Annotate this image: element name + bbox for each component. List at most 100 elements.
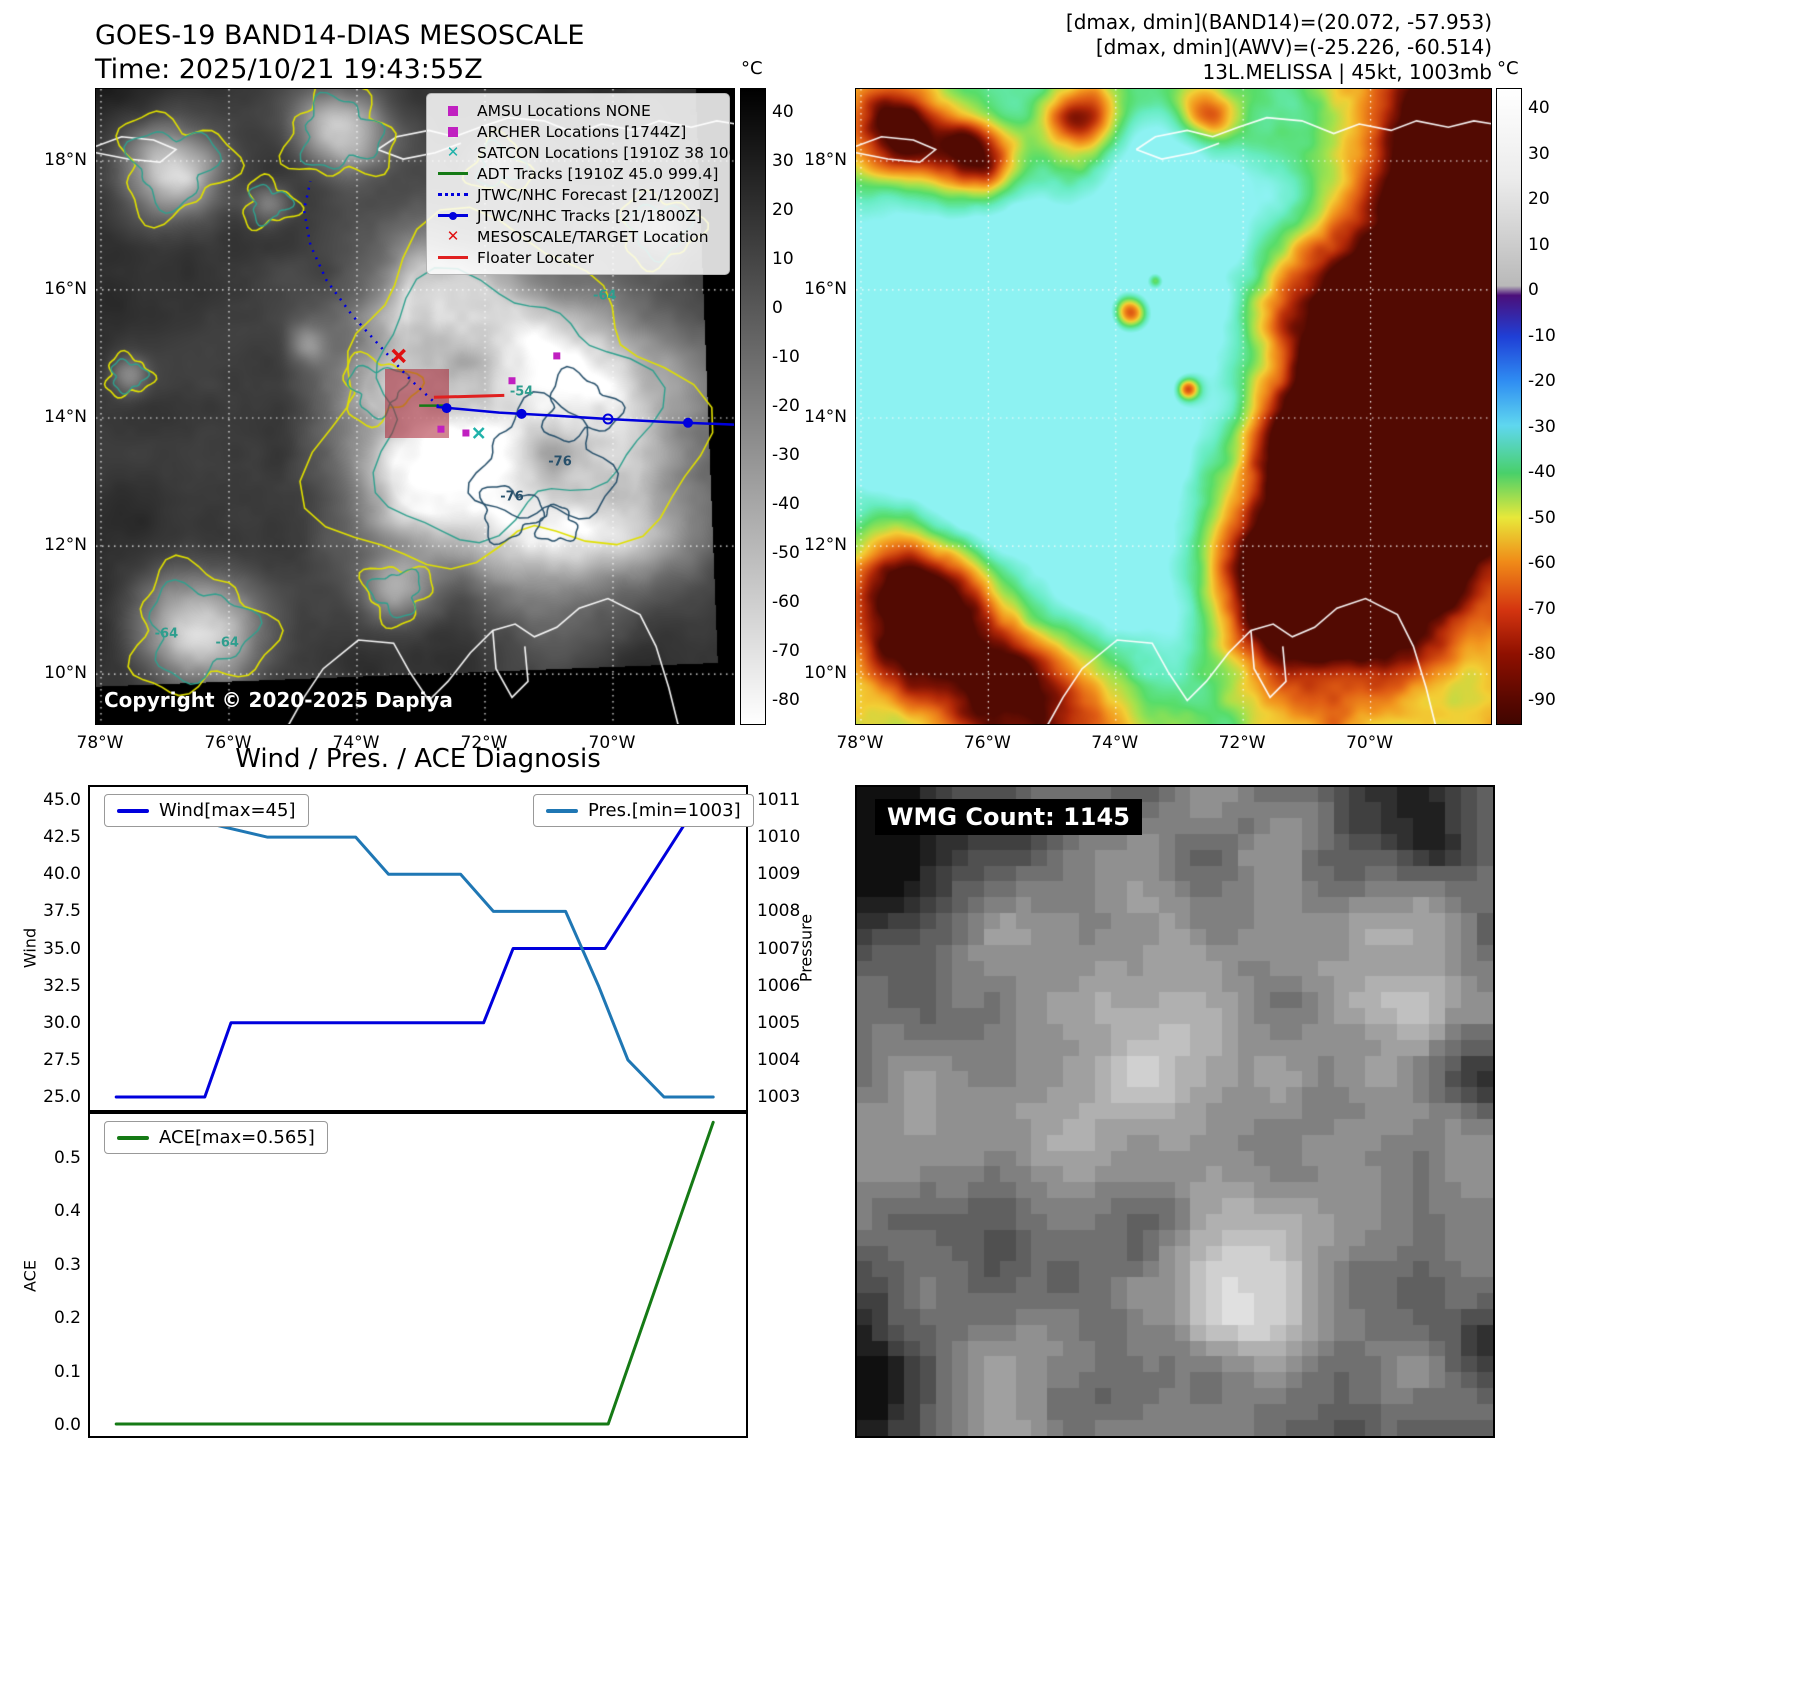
pressure-y-tick: 1005 (757, 1012, 801, 1033)
awv-colorbar-tick: 40 (1528, 98, 1550, 118)
wind-y-tick: 37.5 (43, 901, 81, 922)
series-line (114, 798, 702, 1099)
band14-colorbar-tick: -70 (772, 641, 800, 661)
band14-track-overlay (302, 181, 734, 439)
awv-colorbar-tick: -50 (1528, 507, 1556, 528)
band14-legend: AMSU Locations NONE ARCHER Locations [174… (426, 93, 734, 275)
x-marker: ✕ (435, 143, 471, 162)
legend-label: ARCHER Locations [1744Z] (477, 122, 687, 141)
awv-colorbar-tick: -30 (1528, 416, 1556, 437)
pressure-y-tick: 1004 (757, 1049, 801, 1070)
satcon-location-marker (472, 427, 485, 439)
contour-label: -64 (593, 288, 617, 304)
awv-y-tick: 10°N (804, 663, 847, 684)
band14-x-tick: 78°W (76, 733, 124, 753)
band14-x-tick: 76°W (204, 733, 252, 753)
dotted-marker (435, 185, 471, 204)
legend-label: Pres.[min=1003] (588, 800, 741, 821)
legend-label: JTWC/NHC Forecast [21/1200Z] (477, 185, 720, 204)
awv-colorbar-tick: -10 (1528, 325, 1556, 346)
line-glyph (438, 172, 468, 175)
storm-info-text: 13L.MELISSA | 45kt, 1003mb (1202, 60, 1492, 84)
ace-y-tick: 0.3 (53, 1254, 81, 1275)
awv-y-tick: 16°N (804, 278, 847, 299)
ace-y-tick: 0.5 (53, 1148, 81, 1168)
band14-y-tick: 16°N (44, 278, 87, 299)
band14-time: Time: 2025/10/21 19:43:55Z (95, 54, 483, 85)
ace-y-tick: 0.2 (53, 1308, 81, 1329)
legend-label: MESOSCALE/TARGET Location (477, 227, 709, 246)
wind-y-tick: 32.5 (43, 975, 81, 996)
legend-item: ADT Tracks [1910Z 45.0 999.4] (435, 164, 721, 183)
band14-colorbar-tick: 30 (772, 151, 794, 171)
legend-item: ✕ MESOSCALE/TARGET Location (435, 227, 721, 246)
awv-colorbar-tick: -40 (1528, 462, 1556, 483)
wmg-image (857, 787, 1493, 1436)
pressure-y-tick: 1006 (757, 975, 801, 996)
wind-pressure-chart (88, 785, 748, 1112)
awv-y-tick: 14°N (804, 407, 847, 427)
legend-label: Wind[max=45] (159, 800, 296, 821)
band14-y-tick: 14°N (44, 407, 87, 427)
awv-colorbar-tick: 30 (1528, 143, 1550, 164)
archer-location-marker (508, 377, 516, 385)
wind-y-tick: 45.0 (43, 790, 81, 810)
awv-x-tick: 76°W (963, 733, 1011, 753)
awv-map (855, 88, 1492, 725)
square-glyph (448, 126, 458, 137)
wind-axis-label: Wind (20, 927, 40, 969)
legend-label: JTWC/NHC Tracks [21/1800Z] (477, 206, 703, 225)
band14-x-tick: 70°W (588, 733, 636, 753)
x-glyph: ✕ (446, 227, 460, 245)
dmax-dmin-band14-text: [dmax, dmin](BAND14)=(20.072, -57.953) (1065, 10, 1492, 34)
awv-satellite-image (856, 89, 1491, 724)
contour-label: -64 (154, 626, 179, 642)
band14-colorbar-tick: -80 (772, 690, 800, 710)
band14-map: AMSU Locations NONE ARCHER Locations [174… (95, 88, 735, 725)
wind-pressure-lines (114, 798, 715, 1099)
pressure-y-tick: 1009 (757, 864, 801, 885)
line-marker (435, 164, 471, 183)
legend-label: AMSU Locations NONE (477, 101, 651, 120)
wmg-count-label: WMG Count: 1145 (875, 799, 1142, 835)
legend-item: Floater Locater (435, 248, 721, 267)
ace-y-tick: 0.1 (53, 1361, 81, 1382)
line-dot-marker (435, 206, 471, 225)
band14-colorbar-tick: -20 (772, 396, 800, 416)
pressure-y-tick: 1010 (757, 827, 801, 848)
dmax-dmin-awv-text: [dmax, dmin](AWV)=(-25.226, -60.514) (1095, 35, 1492, 59)
track-point-marker (683, 417, 693, 428)
awv-colorbar-tick: -60 (1528, 553, 1556, 574)
legend-label: ADT Tracks [1910Z 45.0 999.4] (477, 164, 719, 183)
line-marker (435, 248, 471, 267)
awv-colorbar-tick: -90 (1528, 690, 1556, 711)
ace-chart (88, 1112, 748, 1438)
awv-colorbar-tick: -20 (1528, 371, 1556, 392)
band14-colorbar-tick: -50 (772, 543, 800, 563)
ace-legend: ACE[max=0.565] (104, 1121, 328, 1154)
awv-x-tick: 72°W (1218, 733, 1266, 753)
contour-label: -54 (509, 384, 534, 400)
series-line (114, 1120, 715, 1426)
band14-colorbar-tick: -60 (772, 592, 800, 612)
pressure-y-tick: 1008 (757, 901, 801, 922)
pressure-legend: Pres.[min=1003] (533, 794, 754, 827)
contour-label: -76 (500, 489, 524, 505)
legend-label: Floater Locater (477, 248, 594, 267)
track-point-marker (602, 413, 614, 425)
awv-colorbar-tick: 20 (1528, 189, 1550, 210)
wind-y-tick: 42.5 (43, 827, 81, 848)
wind-y-tick: 40.0 (43, 864, 81, 885)
contour-label: -64 (215, 635, 239, 651)
track-point-marker (516, 408, 527, 419)
legend-item: JTWC/NHC Tracks [21/1800Z] (435, 206, 721, 225)
ace-y-tick: 0.4 (53, 1201, 81, 1222)
band14-x-tick: 74°W (332, 733, 380, 753)
wind-y-tick: 25.0 (43, 1087, 81, 1107)
line-glyph (438, 256, 468, 259)
band14-colorbar-tick: 10 (772, 249, 794, 269)
ace-axis-label: ACE (20, 1260, 40, 1292)
awv-colorbar-tick: -70 (1528, 598, 1556, 619)
band14-y-tick: 18°N (44, 149, 87, 170)
band14-colorbar-tick: -10 (772, 347, 800, 367)
